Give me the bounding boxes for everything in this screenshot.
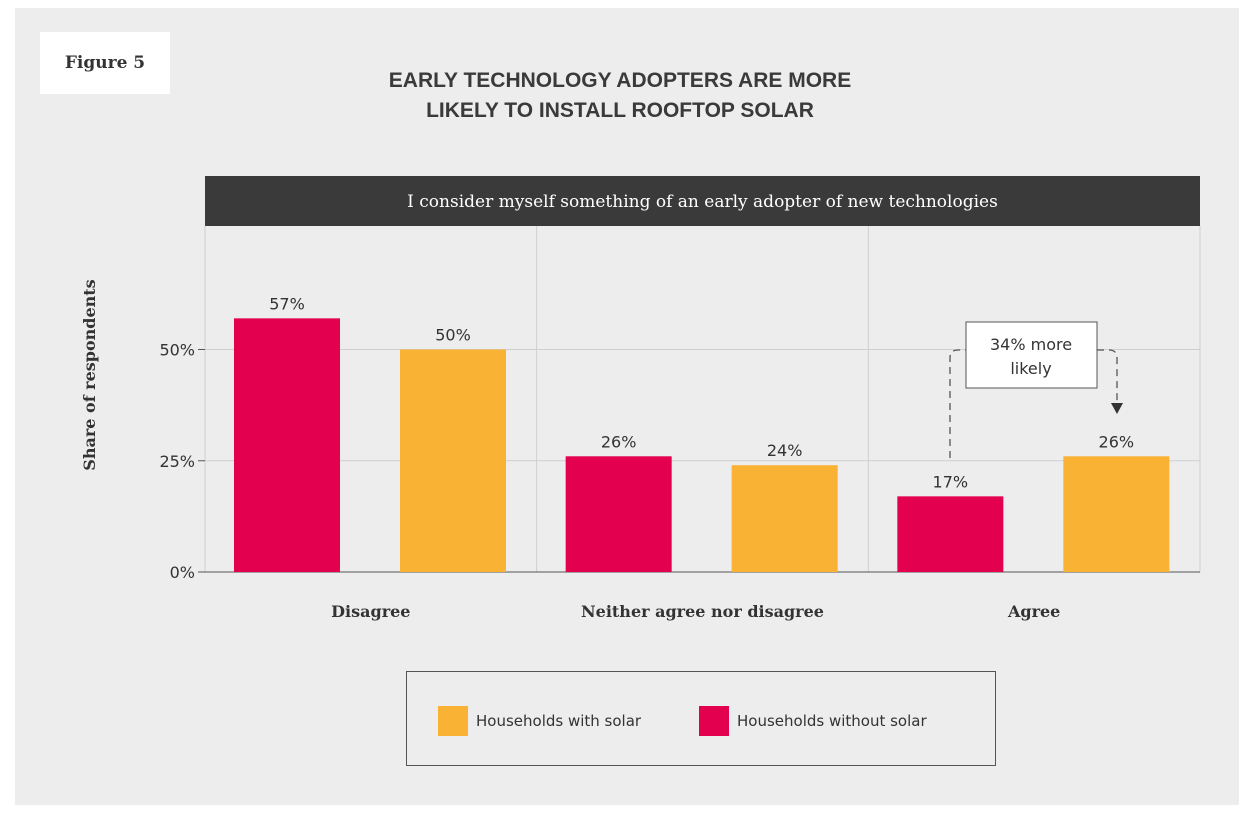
legend-swatch-without-solar: [699, 706, 729, 736]
bar: [731, 465, 838, 572]
chart-title: EARLY TECHNOLOGY ADOPTERS ARE MORE LIKEL…: [300, 66, 940, 126]
figure-label: Figure 5: [40, 32, 170, 94]
chart-legend: Households with solar Households without…: [406, 671, 996, 766]
y-axis-label: Share of respondents: [80, 279, 99, 470]
annotation-box: [965, 321, 1098, 389]
annotation-bracket-left: [949, 349, 966, 458]
annotation-arrow-head: [1111, 403, 1123, 414]
category-label: Disagree: [331, 602, 410, 621]
bar: [234, 318, 340, 572]
bar-value-label: 26%: [601, 432, 637, 451]
category-label: Agree: [1007, 602, 1060, 621]
category-label: Neither agree nor disagree: [581, 602, 824, 621]
chart-header-bar: [205, 176, 1200, 226]
legend-swatch-with-solar: [438, 706, 468, 736]
y-tick-label: 50%: [159, 341, 195, 360]
bar-value-label: 24%: [767, 441, 803, 460]
legend-item-without-solar: Households without solar: [699, 706, 927, 736]
legend-label-with-solar: Households with solar: [476, 712, 642, 730]
y-tick-label: 0%: [170, 563, 195, 582]
legend-item-with-solar: Households with solar: [438, 706, 641, 736]
annotation-bracket-right: [1097, 349, 1118, 402]
y-tick-label: 25%: [159, 452, 195, 471]
chart-title-line-2: LIKELY TO INSTALL ROOFTOP SOLAR: [426, 99, 814, 122]
bar: [565, 456, 672, 572]
chart-title-line-1: EARLY TECHNOLOGY ADOPTERS ARE MORE: [388, 69, 852, 92]
annotation-text-line-1: 34% more: [990, 335, 1072, 354]
bar-value-label: 26%: [1099, 432, 1135, 451]
bar: [897, 496, 1004, 572]
bar-value-label: 57%: [269, 294, 305, 313]
bar-value-label: 50%: [435, 326, 471, 345]
annotation-text-line-2: likely: [1010, 359, 1051, 378]
chart-header-text: I consider myself something of an early …: [407, 192, 998, 212]
bar-value-label: 17%: [933, 472, 969, 491]
bar: [400, 349, 506, 572]
bar: [1063, 456, 1170, 572]
legend-label-without-solar: Households without solar: [737, 712, 927, 730]
